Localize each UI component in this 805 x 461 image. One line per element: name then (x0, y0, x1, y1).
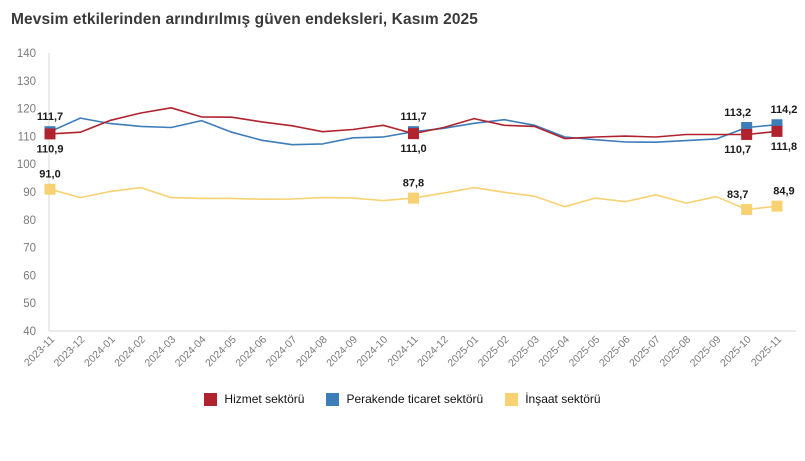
x-axis-label: 2025-09 (688, 334, 724, 370)
data-point-label: 111,7 (37, 111, 63, 123)
x-axis-label: 2025-10 (718, 334, 754, 370)
data-point-label: 110,9 (37, 143, 64, 155)
x-axis-label: 2024-01 (82, 334, 118, 370)
legend-item-insaat: İnşaat sektörü (505, 392, 601, 406)
data-point-label: 91,0 (39, 169, 60, 181)
data-point-marker (741, 204, 753, 216)
confidence-index-line-chart: 40 50 60 70 80 90 100 110 120 130 140 2023-112023-1… (17, 48, 798, 370)
y-axis-label: 100 (17, 159, 36, 171)
data-point-label: 83,7 (727, 189, 748, 201)
x-axis-label: 2025-11 (749, 334, 784, 369)
data-point-label: 111,7 (400, 111, 426, 123)
data-point-label: 110,7 (724, 144, 751, 156)
data-point-marker (741, 122, 753, 134)
data-point-label: 114,2 (770, 104, 797, 116)
y-axis-label: 120 (17, 104, 36, 116)
y-axis-label: 50 (23, 298, 36, 310)
x-axis-label: 2024-03 (143, 334, 179, 370)
x-axis-label: 2024-04 (173, 334, 209, 370)
legend-item-hizmet: Hizmet sektörü (204, 392, 304, 406)
x-axis-label: 2024-11 (385, 334, 420, 369)
y-axis-label: 80 (23, 215, 36, 227)
data-point-marker (741, 128, 753, 140)
data-point-marker (44, 128, 56, 140)
legend-item-perakende: Perakende ticaret sektörü (326, 392, 483, 406)
y-axis-label: 90 (23, 187, 36, 199)
data-point-label: 111,8 (771, 141, 797, 153)
x-axis-label: 2025-01 (445, 334, 481, 370)
data-point-marker (407, 192, 419, 204)
data-point-label: 113,2 (724, 107, 751, 119)
x-axis-label: 2024-05 (203, 334, 239, 370)
x-axis-label: 2024-02 (112, 334, 148, 370)
data-point-label: 84,9 (773, 186, 794, 198)
y-axis-label: 140 (17, 48, 36, 60)
x-axis-label: 2024-08 (294, 334, 330, 370)
x-axis-label: 2025-03 (506, 334, 542, 370)
x-axis-label: 2023-11 (22, 334, 57, 369)
data-point-marker (771, 119, 783, 131)
x-axis-label: 2025-02 (476, 334, 512, 370)
legend-label-insaat: İnşaat sektörü (525, 392, 601, 406)
chart-legend: Hizmet sektörü Perakende ticaret sektörü… (0, 392, 805, 406)
y-axis-label: 60 (23, 270, 36, 282)
chart-title: Mevsim etkilerinden arındırılmış güven e… (11, 11, 478, 28)
data-point-marker (771, 200, 783, 212)
x-axis-label: 2023-12 (52, 334, 88, 370)
y-axis-label: 110 (18, 131, 36, 143)
data-point-marker (771, 125, 783, 137)
data-point-label: 87,8 (403, 178, 424, 190)
insaat-swatch-icon (505, 392, 519, 406)
legend-label-perakende: Perakende ticaret sektörü (346, 392, 484, 406)
data-point-marker (44, 183, 56, 195)
perakende-swatch-icon (326, 392, 340, 406)
y-axis-label: 130 (17, 76, 36, 88)
y-axis-label: 70 (23, 243, 36, 255)
x-axis-label: 2024-09 (324, 334, 360, 370)
x-axis-label: 2025-06 (597, 334, 633, 370)
x-axis-label: 2024-10 (355, 334, 391, 370)
legend-label-hizmet: Hizmet sektörü (224, 392, 305, 406)
data-point-label: 111,0 (400, 143, 426, 155)
x-axis-label: 2024-07 (264, 334, 300, 370)
y-axis-label: 40 (23, 326, 36, 338)
data-point-marker (407, 128, 419, 140)
x-axis-label: 2025-07 (627, 334, 663, 370)
x-axis-label: 2025-08 (657, 334, 693, 370)
x-axis-label: 2025-04 (536, 334, 572, 370)
hizmet-swatch-icon (204, 392, 218, 406)
x-axis-label: 2025-05 (567, 334, 603, 370)
x-axis-label: 2024-12 (415, 334, 451, 370)
x-axis-label: 2024-06 (233, 334, 269, 370)
